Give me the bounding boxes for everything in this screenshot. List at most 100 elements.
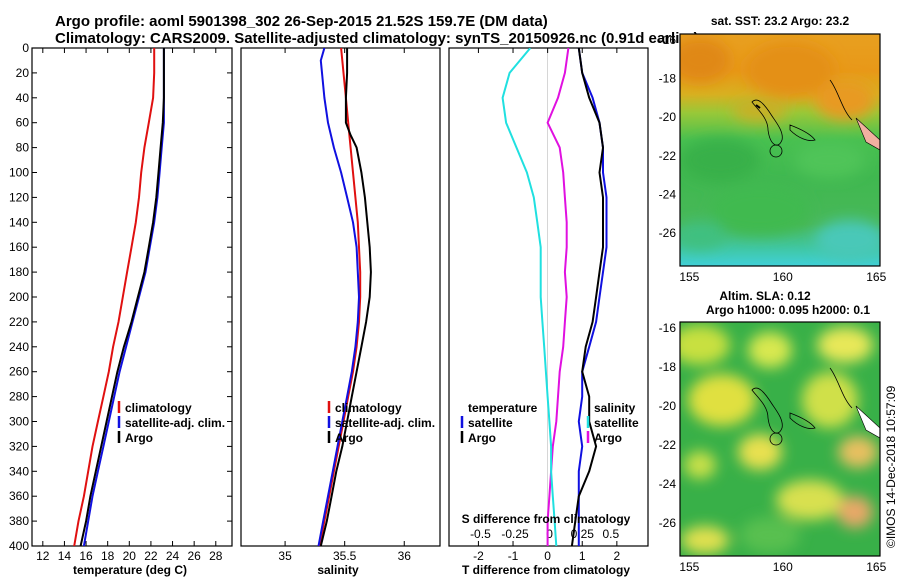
figure-title-line2: Climatology: CARS2009. Satellite-adjuste…	[55, 30, 699, 47]
sst-lat-label: -16	[659, 33, 677, 47]
temperature-xtick-label: 20	[123, 549, 137, 563]
legend-t-satellite-label: satellite	[468, 416, 513, 430]
sla-lon-label: 160	[773, 560, 793, 574]
sla-map-frame	[679, 321, 881, 557]
legend-s-argo-label: Argo	[594, 431, 622, 445]
temperature-xtick-label: 16	[79, 549, 93, 563]
difference-panel-frame	[448, 47, 649, 547]
sst-lat-label: -18	[659, 71, 677, 85]
difference-series-group	[501, 48, 608, 546]
difference-series-salinity-satellite	[501, 48, 558, 546]
depth-tick-label: 160	[9, 240, 29, 254]
sla-lat-label: -18	[659, 360, 677, 374]
sst-lon-label: 165	[866, 270, 886, 284]
depth-tick-label: 120	[9, 190, 29, 204]
difference-xlabel: T difference from climatology	[462, 563, 630, 577]
argo-position-marker	[769, 432, 783, 446]
sla-lat-label: -16	[659, 321, 677, 335]
salinity-series-satellite-adj-clim-	[317, 48, 360, 546]
salinity-series-argo	[319, 48, 372, 546]
legend-temperature-heading: temperature	[468, 401, 538, 415]
legend-climatology-label: climatology	[125, 401, 192, 415]
salinity-legend: climatology satellite-adj. clim. Argo	[327, 401, 435, 445]
difference-xlabel-top: S difference from climatology	[462, 512, 631, 526]
temperature-panel-frame	[31, 47, 233, 547]
legend-climatology-label: climatology	[335, 401, 402, 415]
legend-satellite-label: satellite-adj. clim.	[335, 416, 435, 430]
difference-xtick-label: 0	[544, 549, 551, 563]
sst-map-field	[680, 34, 880, 266]
sst-map-frame	[679, 33, 881, 267]
depth-tick-label: 100	[9, 166, 29, 180]
sst-lat-label: -20	[659, 110, 677, 124]
sla-map-field	[680, 322, 880, 556]
temperature-xtick-label: 22	[144, 549, 158, 563]
depth-tick-label: 340	[9, 464, 29, 478]
sdiff-tick-label: -0.5	[470, 527, 491, 541]
temperature-xtick-label: 12	[36, 549, 50, 563]
difference-xtick-label: 2	[614, 549, 621, 563]
sst-lat-label: -24	[659, 187, 677, 201]
sla-lon-label: 165	[866, 560, 886, 574]
depth-tick-label: 60	[16, 116, 30, 130]
depth-tick-label: 40	[16, 91, 30, 105]
depth-tick-label: 20	[16, 66, 30, 80]
imos-credit: ©IMOS 14-Dec-2018 10:57:09	[884, 385, 898, 548]
temperature-xtick-label: 28	[209, 549, 223, 563]
depth-tick-label: 0	[22, 41, 29, 55]
temperature-xtick-label: 14	[58, 549, 72, 563]
depth-tick-label: 80	[16, 141, 30, 155]
depth-tick-label: 280	[9, 390, 29, 404]
depth-tick-label: 260	[9, 365, 29, 379]
salinity-series-group	[317, 48, 372, 546]
salinity-xlabel: salinity	[317, 563, 359, 577]
salinity-xtick-label: 35	[278, 549, 292, 563]
depth-tick-label: 400	[9, 539, 29, 553]
temperature-xtick-label: 26	[187, 549, 201, 563]
legend-argo-label: Argo	[335, 431, 363, 445]
difference-legend: temperature satellite Argo salinity sate…	[460, 401, 639, 445]
depth-tick-label: 140	[9, 215, 29, 229]
depth-tick-label: 240	[9, 340, 29, 354]
temperature-xtick-label: 24	[166, 549, 180, 563]
depth-tick-label: 220	[9, 315, 29, 329]
temperature-series-argo	[79, 48, 165, 546]
figure-title-line1: Argo profile: aoml 5901398_302 26-Sep-20…	[55, 13, 548, 30]
sst-lat-label: -26	[659, 226, 677, 240]
sdiff-tick-label: 0	[546, 527, 553, 541]
sla-lon-label: 155	[679, 560, 699, 574]
difference-xtick-label: 1	[579, 549, 586, 563]
salinity-xtick-label: 36	[398, 549, 412, 563]
tick-layer: 0204060801001201401601802002202402602803…	[9, 33, 887, 574]
sla-lat-label: -20	[659, 399, 677, 413]
depth-tick-label: 320	[9, 439, 29, 453]
depth-tick-label: 300	[9, 415, 29, 429]
legend-satellite-label: satellite-adj. clim.	[125, 416, 225, 430]
sla-lat-label: -22	[659, 438, 677, 452]
temperature-series-climatology	[73, 48, 156, 546]
depth-tick-label: 380	[9, 514, 29, 528]
legend-s-satellite-label: satellite	[594, 416, 639, 430]
sla-map-subtitle: Argo h1000: 0.095 h2000: 0.1	[706, 303, 870, 317]
depth-tick-label: 360	[9, 489, 29, 503]
salinity-xtick-label: 35.5	[333, 549, 357, 563]
salinity-panel-frame	[240, 47, 441, 547]
difference-xtick-label: -1	[508, 549, 519, 563]
temperature-series-satellite-adj-clim-	[82, 48, 165, 546]
difference-xtick-label: -2	[473, 549, 484, 563]
sst-lon-label: 160	[773, 270, 793, 284]
temperature-xtick-label: 18	[101, 549, 115, 563]
sla-lat-label: -24	[659, 477, 677, 491]
legend-salinity-heading: salinity	[594, 401, 636, 415]
temperature-series-group	[73, 48, 165, 546]
legend-t-argo-label: Argo	[468, 431, 496, 445]
legend-argo-label: Argo	[125, 431, 153, 445]
sdiff-tick-label: 0.5	[603, 527, 620, 541]
sst-map-title: sat. SST: 23.2 Argo: 23.2	[711, 14, 850, 28]
argo-position-marker	[769, 144, 783, 158]
sla-lat-label: -26	[659, 516, 677, 530]
difference-series-temperature-argo	[570, 48, 604, 546]
sla-map-title: Altim. SLA: 0.12	[719, 289, 811, 303]
